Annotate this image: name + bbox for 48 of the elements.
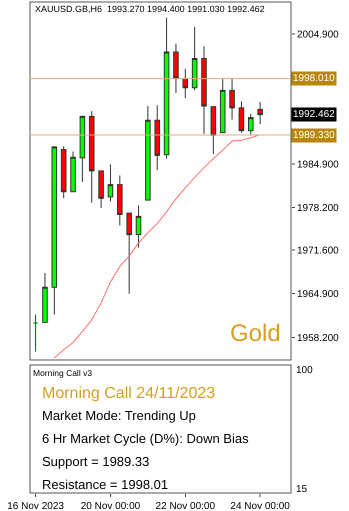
candlestick xyxy=(154,104,160,171)
candlestick xyxy=(126,212,132,294)
ref-line-label: 1998.010 xyxy=(293,73,336,84)
candlestick xyxy=(238,100,244,134)
text: Morning Call v3 xyxy=(33,368,92,378)
ref-line-label: 1989.330 xyxy=(293,130,336,141)
category-label: 24 Nov 00:00 xyxy=(230,501,290,511)
text: 1992.462 xyxy=(293,109,336,120)
candlestick xyxy=(210,106,216,155)
candlestick xyxy=(192,26,198,91)
candlestick xyxy=(182,68,188,99)
category-label: 16 Nov 2023 xyxy=(7,501,64,511)
candlestick xyxy=(201,46,207,134)
y-tick-label: 1971.600 xyxy=(297,246,340,257)
category-label: 22 Nov 00:00 xyxy=(156,501,216,511)
text: Morning Call 24/11/2023 xyxy=(42,385,216,402)
y-tick-label: 1958.200 xyxy=(297,332,340,344)
candlestick xyxy=(220,78,226,134)
y-tick-label: 2004.900 xyxy=(297,29,340,40)
y-tick-label: 1964.900 xyxy=(297,289,340,300)
candlestick xyxy=(108,164,114,202)
candlestick xyxy=(60,146,66,199)
candlestick xyxy=(52,146,58,316)
candlestick xyxy=(164,17,170,160)
chart-title: XAUUSD.GB,H6 1993.270 1994.400 1991.030 1992.462 xyxy=(35,4,265,14)
candlestick xyxy=(136,204,142,248)
text: 100 xyxy=(296,365,314,376)
category-label: 20 Nov 00:00 xyxy=(80,501,141,511)
candlestick xyxy=(98,170,104,208)
y-tick-label: 1984.900 xyxy=(297,159,340,170)
text: 6 Hr Market Cycle (D%): Down Bias xyxy=(42,431,250,446)
candlestick xyxy=(88,110,95,204)
candlestick xyxy=(145,105,151,201)
candlestick xyxy=(257,102,263,124)
candlestick xyxy=(229,78,235,120)
candlestick xyxy=(42,272,48,323)
candlestick xyxy=(80,115,86,182)
text: Market Mode: Trending Up xyxy=(42,408,196,423)
text: Support = 1989.33 xyxy=(42,454,150,469)
candlestick xyxy=(32,314,38,352)
text: Resistance = 1998.01 xyxy=(42,477,168,492)
candlestick xyxy=(248,113,254,136)
candlestick xyxy=(70,150,76,192)
annotation: Gold xyxy=(230,320,281,347)
y-tick-label: 1978.200 xyxy=(297,202,340,214)
candlestick xyxy=(117,174,123,226)
text: 15 xyxy=(296,484,308,495)
candlestick xyxy=(173,43,179,94)
